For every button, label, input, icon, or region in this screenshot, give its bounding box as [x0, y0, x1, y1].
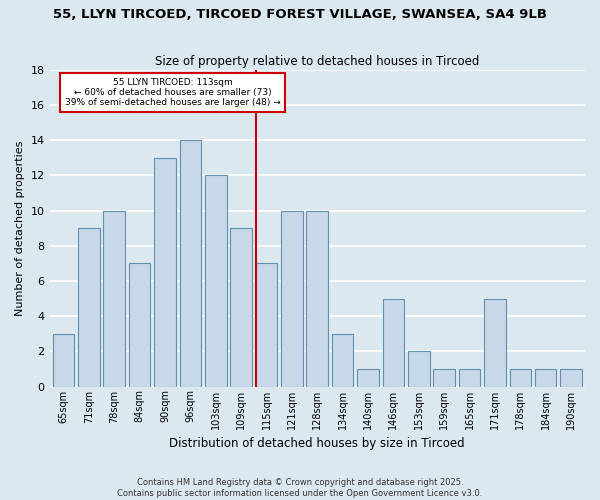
- Bar: [484, 298, 506, 386]
- Bar: [408, 352, 430, 386]
- Bar: [332, 334, 353, 386]
- Bar: [154, 158, 176, 386]
- Text: Contains HM Land Registry data © Crown copyright and database right 2025.
Contai: Contains HM Land Registry data © Crown c…: [118, 478, 482, 498]
- Bar: [459, 369, 481, 386]
- Bar: [383, 298, 404, 386]
- Text: 55 LLYN TIRCOED: 113sqm
← 60% of detached houses are smaller (73)
39% of semi-de: 55 LLYN TIRCOED: 113sqm ← 60% of detache…: [65, 78, 280, 108]
- Bar: [103, 210, 125, 386]
- Bar: [205, 176, 227, 386]
- Text: 55, LLYN TIRCOED, TIRCOED FOREST VILLAGE, SWANSEA, SA4 9LB: 55, LLYN TIRCOED, TIRCOED FOREST VILLAGE…: [53, 8, 547, 20]
- Title: Size of property relative to detached houses in Tircoed: Size of property relative to detached ho…: [155, 56, 479, 68]
- Bar: [129, 264, 151, 386]
- Y-axis label: Number of detached properties: Number of detached properties: [15, 140, 25, 316]
- Bar: [433, 369, 455, 386]
- Bar: [53, 334, 74, 386]
- Bar: [281, 210, 302, 386]
- Bar: [78, 228, 100, 386]
- Bar: [256, 264, 277, 386]
- Bar: [509, 369, 531, 386]
- Bar: [535, 369, 556, 386]
- Bar: [307, 210, 328, 386]
- X-axis label: Distribution of detached houses by size in Tircoed: Distribution of detached houses by size …: [169, 437, 465, 450]
- Bar: [230, 228, 252, 386]
- Bar: [560, 369, 582, 386]
- Bar: [179, 140, 201, 386]
- Bar: [357, 369, 379, 386]
